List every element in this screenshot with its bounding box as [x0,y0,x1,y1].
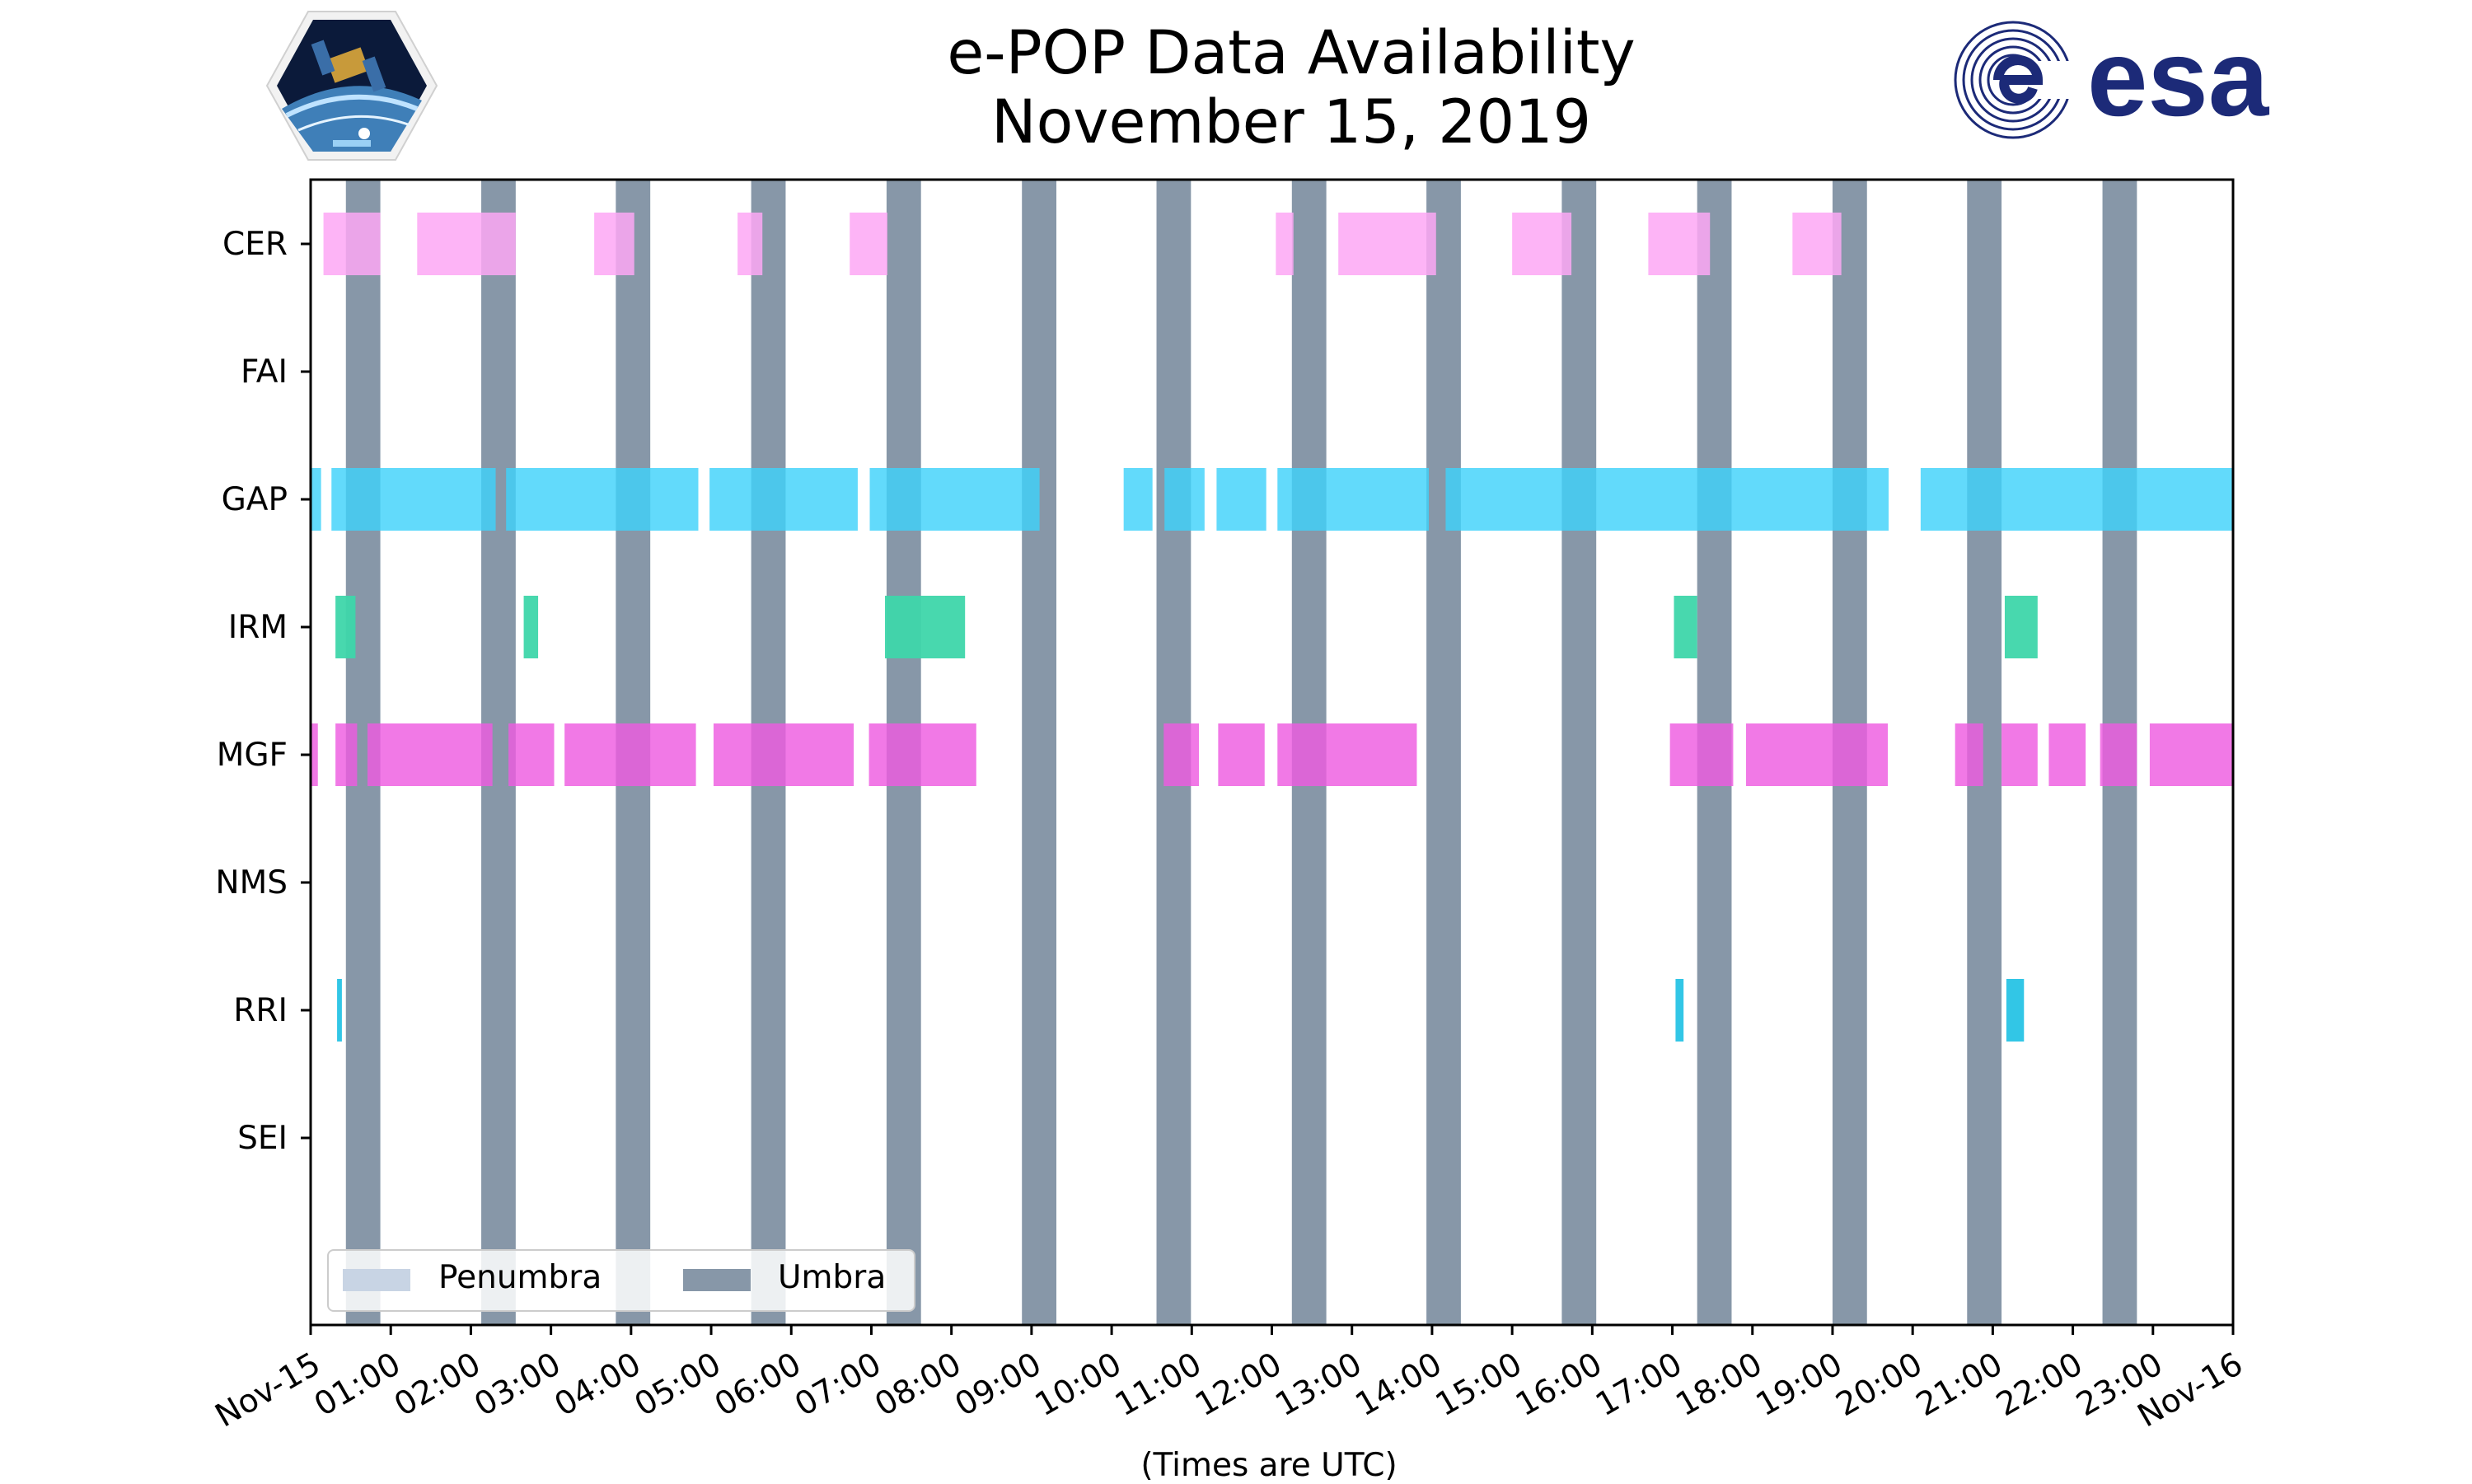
bar-gap [331,468,496,531]
bar-mgf [368,723,493,786]
y-tick-label: RRI [233,992,288,1029]
bar-irm [523,596,539,658]
bar-cer [1648,213,1711,275]
bar-irm [884,596,966,658]
legend-swatch-penumbra [343,1269,410,1291]
bar-gap [1216,468,1266,531]
bar-mgf [564,723,696,786]
x-tick-label: 12:00 [1189,1346,1288,1424]
bar-cer [850,213,887,275]
y-tick-label: SEI [237,1120,288,1157]
bar-cer [1276,213,1294,275]
x-tick-label: 05:00 [629,1346,728,1424]
x-axis-caption: (Times are UTC) [1140,1447,1398,1484]
bar-gap [1123,468,1153,531]
x-tick-label: 01:00 [308,1346,407,1424]
legend: Penumbra Umbra [327,1249,915,1312]
bar-mgf [311,723,318,786]
y-tick-label: CER [222,226,288,263]
x-tick-label: 10:00 [1029,1346,1128,1424]
bar-cer [1512,213,1572,275]
legend-label-penumbra: Penumbra [438,1259,602,1296]
esa-wordmark: esa [2087,18,2270,138]
legend-label-umbra: Umbra [778,1259,887,1296]
x-tick-label: 20:00 [1830,1346,1929,1424]
bar-mgf [713,723,854,786]
x-tick-label: Nov-15 [209,1346,327,1435]
x-tick-label: 15:00 [1430,1346,1529,1424]
bar-cer [1338,213,1436,275]
bar-cer [417,213,516,275]
bar-cer [737,213,763,275]
y-tick-label: GAP [222,481,288,518]
bar-mgf [1669,723,1734,786]
bar-mgf [868,723,976,786]
bar-gap [869,468,1040,531]
y-tick-label: NMS [215,864,288,901]
y-tick-label: FAI [241,353,288,391]
bar-mgf [2149,723,2233,786]
y-tick-label: MGF [217,737,288,774]
x-tick-label: 07:00 [789,1346,887,1424]
x-tick-label: 02:00 [388,1346,487,1424]
legend-swatch-umbra [683,1269,751,1291]
x-tick-label: 03:00 [468,1346,567,1424]
x-tick-label: 06:00 [709,1346,808,1424]
x-tick-label: 08:00 [868,1346,967,1424]
bar-rri [337,979,342,1042]
bar-mgf [1277,723,1417,786]
bar-irm [1674,596,1697,658]
x-tick-label: 11:00 [1109,1346,1208,1424]
bar-cer [323,213,381,275]
bar-gap [1920,468,2233,531]
cassiope-badge-icon [265,11,438,161]
bar-mgf [1163,723,1200,786]
x-tick-label: 16:00 [1510,1346,1608,1424]
bar-gap [1164,468,1205,531]
x-tick-label: 19:00 [1750,1346,1849,1424]
x-tick-label: 21:00 [1910,1346,2009,1424]
esa-logo-icon: esa [1954,18,2270,139]
y-tick-label: IRM [228,609,288,646]
bar-mgf [508,723,555,786]
x-tick-label: 17:00 [1589,1346,1688,1424]
bar-mgf [2048,723,2086,786]
x-tick-label: 14:00 [1350,1346,1449,1424]
x-tick-label: 18:00 [1670,1346,1769,1424]
bar-cer [594,213,634,275]
bar-mgf [1955,723,1983,786]
x-tick-label: 13:00 [1269,1346,1368,1424]
chart-title: e-POP Data Availability [947,18,1636,88]
bar-gap [1445,468,1889,531]
bar-rri [1675,979,1684,1042]
bar-mgf [2001,723,2038,786]
bar-gap [311,468,321,531]
bar-mgf [2100,723,2137,786]
bar-gap [709,468,858,531]
umbra-band [1426,180,1461,1325]
bar-gap [506,468,699,531]
x-tick-label: 09:00 [949,1346,1048,1424]
x-tick-label: 22:00 [1990,1346,2089,1424]
umbra-band [1022,180,1057,1325]
bar-rri [2006,979,2025,1042]
bar-mgf [1745,723,1889,786]
bar-irm [2004,596,2038,658]
umbra-band [1561,180,1597,1325]
x-tick-label: 04:00 [549,1346,648,1424]
bar-irm [335,596,356,658]
bar-mgf [335,723,358,786]
bar-mgf [1218,723,1265,786]
bar-gap [1277,468,1430,531]
bar-cer [1792,213,1842,275]
chart-subtitle: November 15, 2019 [990,87,1592,157]
